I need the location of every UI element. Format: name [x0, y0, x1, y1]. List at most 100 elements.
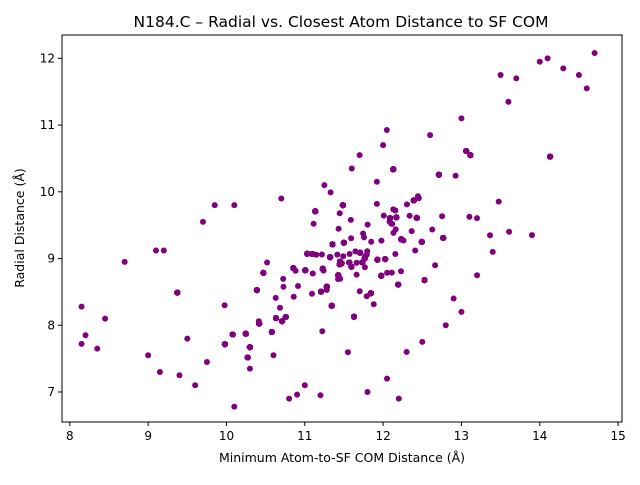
data-point [458, 115, 465, 122]
data-point [505, 98, 512, 105]
data-point [102, 315, 109, 322]
data-point [231, 403, 238, 410]
data-point [335, 225, 342, 232]
data-point [176, 372, 183, 379]
data-point [301, 382, 308, 389]
data-point [406, 212, 413, 219]
data-point [78, 340, 85, 347]
data-point [373, 200, 380, 207]
data-point [408, 228, 415, 235]
data-point [429, 226, 436, 233]
data-point [184, 335, 191, 342]
data-point [272, 294, 279, 301]
data-point [192, 382, 199, 389]
data-point [295, 283, 301, 289]
data-point [414, 193, 421, 200]
data-point [353, 259, 360, 266]
data-point [383, 127, 390, 133]
data-point [317, 392, 324, 399]
data-point [575, 72, 582, 79]
data-point [489, 248, 496, 255]
data-point [327, 189, 334, 196]
data-point [145, 352, 152, 359]
data-point [309, 290, 315, 297]
data-point [442, 322, 449, 329]
data-point [474, 272, 481, 279]
data-point [280, 283, 287, 290]
data-point [199, 218, 206, 225]
data-point [412, 247, 419, 254]
data-point [487, 232, 493, 239]
data-point [536, 58, 543, 65]
data-point [528, 232, 535, 239]
data-point [458, 308, 465, 315]
data-point [294, 391, 301, 398]
data-point [380, 212, 387, 219]
data-point [368, 238, 375, 245]
data-point [336, 210, 343, 217]
data-point [347, 216, 354, 223]
data-point [591, 50, 598, 57]
data-point [231, 202, 238, 209]
data-point [356, 288, 363, 295]
data-point [404, 201, 410, 208]
data-point [246, 365, 253, 372]
data-point [403, 348, 410, 355]
data-point [319, 328, 326, 335]
data-point [360, 230, 367, 237]
data-point [439, 213, 446, 220]
data-points [78, 50, 598, 410]
data-point [395, 395, 402, 402]
data-point [388, 269, 395, 276]
data-point [432, 262, 439, 269]
data-point [398, 268, 404, 275]
data-point [452, 172, 459, 179]
data-point [280, 275, 287, 282]
data-point [384, 375, 391, 382]
data-point [544, 55, 551, 62]
data-point [466, 213, 473, 220]
data-point [497, 72, 504, 79]
data-point [427, 132, 434, 139]
data-point [264, 259, 271, 266]
data-point [286, 395, 293, 402]
data-point [560, 65, 567, 72]
data-point [364, 221, 371, 228]
data-point [352, 248, 359, 255]
data-point [340, 253, 347, 260]
data-point [353, 271, 360, 278]
data-point [348, 235, 355, 242]
data-point [364, 388, 371, 395]
data-point [450, 295, 457, 302]
data-point [495, 198, 502, 205]
data-point [156, 368, 163, 375]
data-point [78, 303, 85, 310]
data-point [318, 251, 325, 258]
data-point [278, 195, 285, 202]
data-point [363, 293, 370, 300]
data-point [384, 269, 391, 276]
data-point [356, 152, 363, 159]
data-point [506, 228, 513, 235]
data-point [160, 247, 167, 254]
data-point [370, 301, 377, 308]
data-point [513, 75, 520, 82]
chart-title: N184.C – Radial vs. Closest Atom Distanc… [134, 13, 549, 31]
data-point [583, 85, 590, 92]
data-point [334, 251, 341, 258]
data-point [121, 258, 128, 265]
data-point [346, 251, 353, 257]
data-point [221, 302, 228, 309]
data-point [203, 358, 210, 365]
data-point [321, 182, 328, 189]
data-point [364, 248, 371, 255]
data-point [211, 202, 218, 209]
data-point [419, 338, 426, 345]
data-point [152, 247, 159, 254]
data-point [392, 251, 399, 257]
data-point [82, 332, 89, 339]
data-point [270, 352, 277, 359]
